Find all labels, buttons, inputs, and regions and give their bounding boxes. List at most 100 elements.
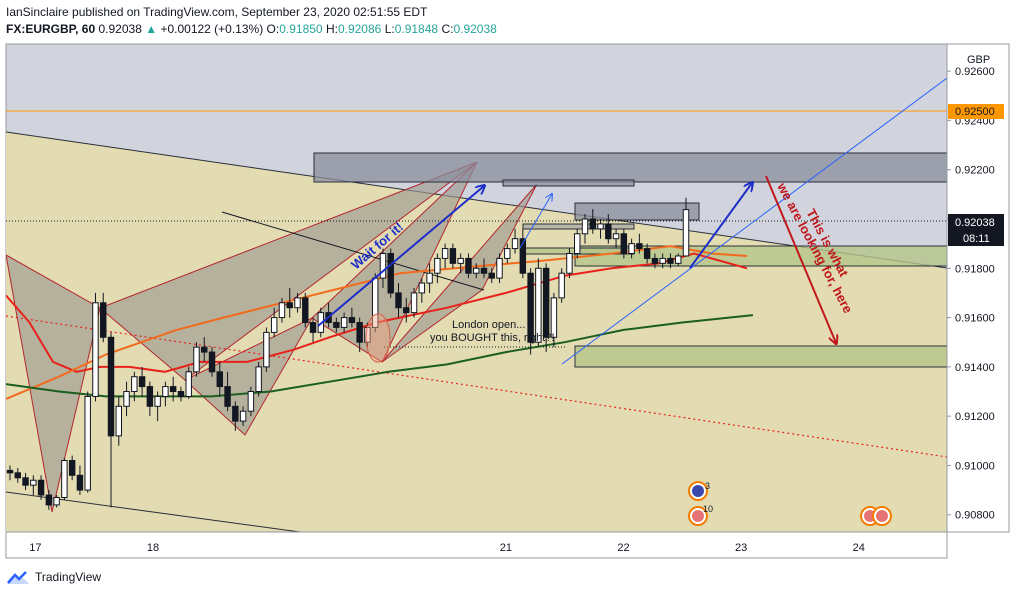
x-tick-label: 23 [735,542,747,554]
candle-body [426,272,433,284]
candle-body [123,391,130,407]
close-label: C: [441,22,454,36]
harmonic-pattern-3 [184,316,314,436]
candle [216,361,224,397]
candle-body [558,272,565,299]
candle [278,297,286,323]
candle [620,228,628,259]
x-tick-label: 21 [500,542,512,554]
candle [255,361,262,397]
candle-body [208,351,216,373]
candle [340,312,348,333]
publisher-line: IanSinclaire published on TradingView.co… [6,5,428,19]
candle-body [449,248,457,264]
candle [558,268,565,303]
blue-arrow-wait [317,186,484,327]
candle [294,292,301,313]
candle [636,233,643,254]
candle [84,391,91,493]
candle [107,332,115,508]
candle-body [628,243,635,254]
candle [100,292,107,343]
candle-body [682,209,690,257]
tradingview-cloud-icon [7,571,29,584]
candle-body [573,233,581,254]
candle [379,248,387,288]
candle-body [496,257,503,279]
candle-body [333,322,340,328]
candle-body [169,386,177,393]
candle [309,317,317,343]
candle [504,243,511,264]
candle-body [566,252,573,274]
candle-body [286,302,293,309]
candle-body [100,302,107,338]
candle [550,292,558,348]
candle [162,381,169,407]
y-tick-label: 0.92200 [955,165,995,177]
candle [146,381,154,417]
candle-body [84,395,91,491]
candle [659,253,666,269]
candle-body [465,257,472,274]
channel-top-line [6,131,947,269]
candle [597,218,604,239]
candle [76,465,84,496]
bar-countdown: 08:11 [963,233,990,245]
candle [61,458,68,500]
candle [651,253,659,269]
candle [169,376,177,402]
high-label: H: [325,22,338,36]
candle [426,263,433,293]
candle [92,292,99,402]
candle-body [643,248,651,259]
candle-body [107,336,115,437]
candle-body [270,317,278,333]
candle-body [76,474,84,491]
candle-body [37,479,45,496]
event-marker-uk[interactable]: 10 [688,504,713,526]
last-price-label-bg [948,214,1004,246]
tradingview-logo[interactable]: TradingView [6,570,101,584]
annotation-london-open: London open... [452,319,525,331]
candle [403,297,410,323]
candle-body [177,391,185,397]
candle [643,243,651,264]
event-marker-uk-2[interactable] [860,506,892,526]
symbol-quote-line: FX:EURGBP, 60 0.92038 ▲ +0.00122 (+0.13%… [6,22,497,36]
candle [519,228,527,279]
candle-body [480,267,488,274]
candle-body [154,395,161,407]
candle-body [675,255,682,264]
candle-body [224,386,231,407]
candle-body [22,477,29,486]
symbol-label[interactable]: FX:EURGBP, 60 [6,22,96,36]
candle [628,238,635,259]
event-marker-eu[interactable]: 3 [688,481,710,501]
candle-body [519,238,527,274]
candle [472,263,480,279]
time-axis[interactable] [5,531,948,559]
candle-body [6,469,14,474]
x-tick-label: 24 [853,542,865,554]
channel-blue-line [561,77,947,365]
candle [131,371,138,402]
candle-body [61,460,68,498]
candle-body [45,494,53,506]
currency-label: GBP [967,54,990,66]
candle [302,292,309,328]
candle-body [53,496,60,506]
y-tick-label: 0.90800 [955,510,995,522]
resistance-zone [313,152,947,183]
open-label: O: [266,22,280,36]
candle-body [410,292,418,314]
candle [682,197,690,257]
candle [53,495,60,508]
demand-zone-lower [574,345,947,368]
candle [480,258,488,279]
y-tick-label: 0.91000 [955,460,995,472]
candle [177,386,185,402]
candle-body [232,405,239,422]
price-axis[interactable] [946,43,1010,533]
